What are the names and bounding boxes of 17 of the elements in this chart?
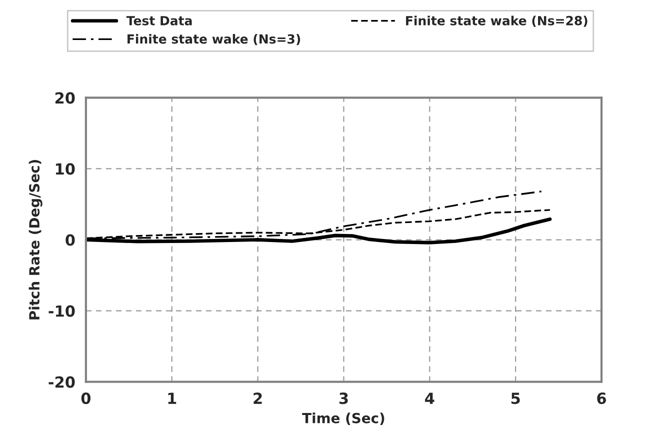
- x-tick-label: 2: [254, 392, 262, 404]
- x-tick-label: 1: [168, 392, 176, 404]
- legend-label: Test Data: [126, 16, 192, 26]
- y-tick-label: -10: [48, 305, 75, 317]
- y-tick-label: 0: [66, 234, 75, 246]
- y-axis-title: Pitch Rate (Deg/Sec): [28, 160, 42, 320]
- legend-label: Finite state wake (Ns=3): [128, 34, 300, 46]
- x-tick-label: 6: [597, 392, 606, 404]
- x-tick-label: 0: [81, 392, 91, 404]
- y-tick-label: -20: [48, 376, 75, 388]
- x-tick-label: 4: [425, 392, 434, 404]
- x-tick-label: 3: [339, 392, 348, 404]
- x-axis-title: Time (Sec): [302, 412, 384, 425]
- y-tick-label: 10: [56, 163, 75, 175]
- legend-label: Finite state wake (Ns=28): [406, 16, 588, 27]
- x-tick-label: 5: [511, 392, 520, 404]
- y-tick-label: 20: [55, 92, 75, 104]
